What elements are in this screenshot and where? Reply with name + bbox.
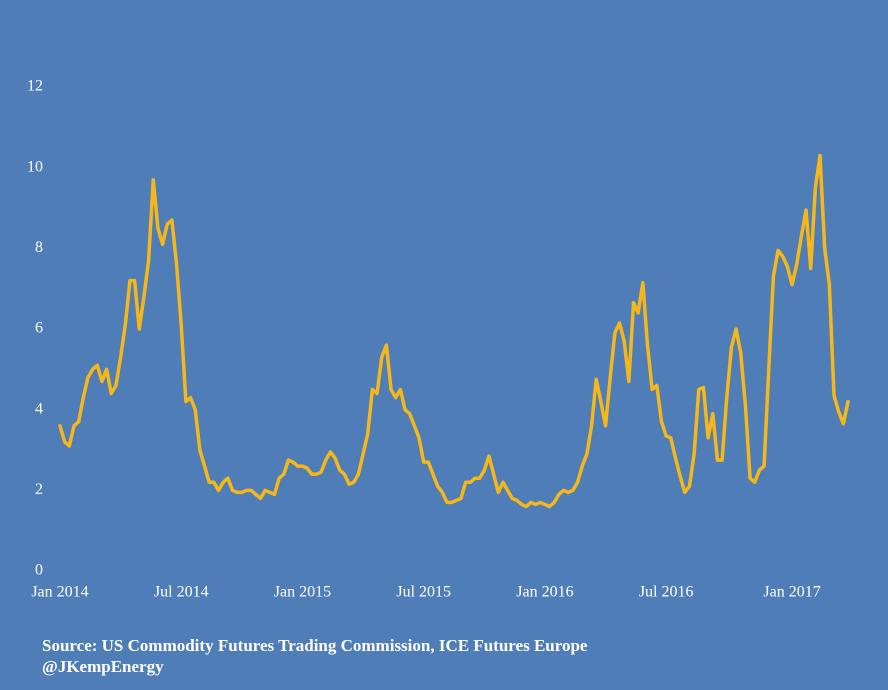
x-tick-label: Jan 2015 — [274, 584, 331, 601]
credit: @JKempEnergy — [42, 657, 164, 676]
x-tick-label: Jan 2014 — [31, 584, 88, 601]
y-tick-label: 8 — [35, 239, 43, 256]
y-tick-label: 0 — [35, 562, 43, 579]
data-line — [58, 153, 850, 509]
x-tick-label: Jul 2015 — [396, 584, 451, 601]
y-tick-label: 4 — [35, 400, 43, 417]
x-tick-label: Jan 2017 — [763, 584, 820, 601]
y-tick-label: 12 — [27, 78, 43, 95]
x-tick-label: Jul 2016 — [639, 584, 694, 601]
y-tick-label: 6 — [35, 320, 43, 337]
x-tick-label: Jan 2016 — [516, 584, 573, 601]
y-tick-label: 2 — [35, 481, 43, 498]
x-tick-label: Jul 2014 — [154, 584, 209, 601]
source-note: Source: US Commodity Futures Trading Com… — [42, 636, 588, 655]
y-tick-label: 10 — [27, 158, 43, 175]
